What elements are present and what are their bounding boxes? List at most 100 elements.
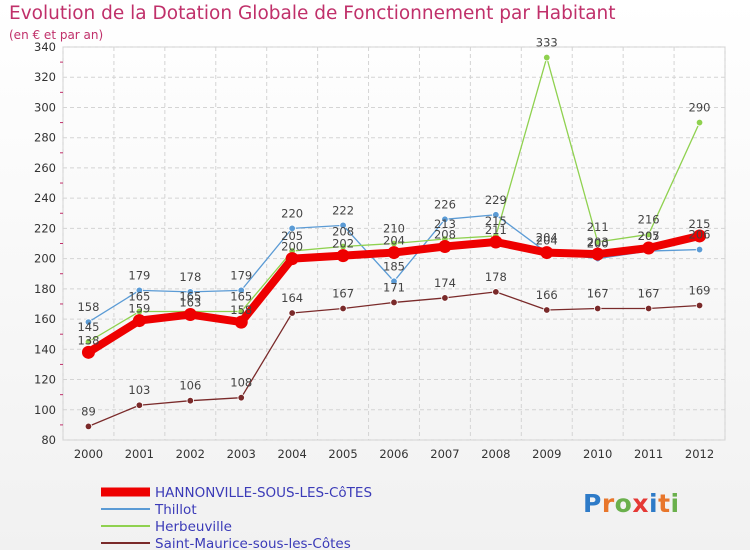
data-label: 163	[179, 296, 201, 310]
data-label: 206	[689, 228, 711, 242]
y-tick-label: 80	[41, 433, 56, 447]
y-tick-label: 180	[34, 282, 56, 296]
data-label: 204	[536, 231, 558, 245]
y-tick-label: 100	[34, 403, 56, 417]
x-tick-label: 2004	[278, 447, 307, 461]
data-label: 200	[587, 237, 609, 251]
data-label: 210	[383, 222, 405, 236]
x-tick-label: 2010	[583, 447, 612, 461]
y-tick-label: 140	[34, 342, 56, 356]
data-point	[186, 288, 195, 296]
data-label: 145	[77, 320, 99, 334]
legend-label: HANNONVILLE-SOUS-LES-CôTES	[155, 485, 372, 501]
data-point	[593, 304, 602, 313]
data-label: 211	[485, 223, 507, 237]
data-label: 178	[179, 270, 201, 284]
data-point	[84, 422, 93, 431]
x-tick-label: 2003	[227, 447, 256, 461]
x-tick-label: 2001	[125, 447, 154, 461]
data-point	[489, 235, 503, 249]
legend-label: Saint-Maurice-sous-les-Côtes	[155, 536, 351, 550]
data-label: 204	[536, 234, 558, 248]
x-tick-label: 2008	[481, 447, 510, 461]
data-label: 215	[485, 214, 507, 228]
data-label: 200	[281, 240, 303, 254]
x-tick-label: 2012	[685, 447, 714, 461]
data-label: 158	[230, 303, 252, 317]
data-label: 215	[689, 217, 711, 231]
data-label: 290	[689, 101, 711, 115]
data-point	[644, 230, 653, 239]
data-point	[441, 294, 449, 302]
x-tick-label: 2006	[379, 447, 408, 461]
data-point	[693, 229, 707, 243]
data-point	[591, 247, 605, 261]
data-label: 106	[179, 379, 201, 393]
grid	[62, 46, 726, 441]
data-label: 205	[281, 229, 303, 243]
brand-logo: Proxiti	[583, 489, 680, 518]
data-label: 207	[638, 229, 660, 243]
x-tick-label: 2000	[74, 447, 103, 461]
data-point	[135, 401, 144, 409]
data-label: 208	[332, 225, 354, 239]
data-label: 229	[485, 193, 507, 207]
data-label: 108	[230, 376, 252, 390]
data-labels: 89 103 106 108 164 167 171 174 178 166 167 167 169 14…	[77, 36, 710, 419]
data-label: 166	[536, 288, 558, 302]
data-point	[540, 246, 554, 260]
series-group	[81, 53, 707, 431]
legend-label: Thillot	[154, 502, 197, 518]
data-label: 208	[434, 228, 456, 242]
x-tick-label: 2011	[634, 447, 663, 461]
chart-title: Evolution de la Dotation Globale de Fonc…	[9, 3, 616, 24]
data-point	[132, 314, 146, 328]
data-point	[695, 118, 704, 127]
data-label: 103	[128, 383, 150, 397]
chart-subtitle: (en € et par an)	[9, 28, 104, 42]
data-point	[336, 249, 350, 263]
data-label: 167	[332, 286, 354, 300]
data-point	[492, 288, 500, 296]
data-point	[237, 286, 245, 295]
brand-letter: i	[649, 489, 659, 518]
data-point	[135, 286, 144, 295]
data-label: 165	[230, 290, 252, 304]
data-point	[492, 211, 500, 219]
x-tick-label: 2007	[430, 447, 459, 461]
data-point	[186, 397, 195, 405]
data-label: 216	[638, 212, 660, 226]
data-label: 211	[587, 220, 609, 234]
data-point	[593, 238, 602, 246]
data-point	[695, 301, 704, 310]
data-label: 203	[587, 235, 609, 249]
y-tick-label: 120	[34, 373, 56, 387]
data-point	[438, 240, 452, 254]
brand-letter: P	[583, 489, 602, 518]
data-point	[234, 315, 248, 329]
data-point	[339, 221, 347, 230]
data-point	[543, 306, 551, 314]
brand-letter: o	[614, 489, 633, 518]
data-label: 159	[128, 302, 150, 316]
y-tick-label: 260	[34, 161, 56, 175]
data-label: 204	[383, 234, 405, 248]
data-point	[390, 298, 398, 307]
data-label: 220	[281, 206, 303, 220]
data-label: 158	[77, 300, 99, 314]
data-label: 179	[128, 268, 150, 282]
y-tick-label: 160	[34, 312, 56, 326]
y-tick-label: 340	[34, 40, 56, 54]
data-point	[390, 277, 398, 285]
data-label: 202	[332, 237, 354, 251]
data-label: 167	[638, 286, 660, 300]
data-point	[288, 309, 296, 317]
legend: HANNONVILLE-SOUS-LES-CôTESThillotHerbeuv…	[101, 485, 372, 550]
brand-letter: t	[658, 489, 671, 518]
data-point	[387, 246, 401, 260]
x-tick-label: 2002	[176, 447, 205, 461]
data-label: 169	[689, 283, 711, 297]
data-point	[84, 318, 93, 326]
